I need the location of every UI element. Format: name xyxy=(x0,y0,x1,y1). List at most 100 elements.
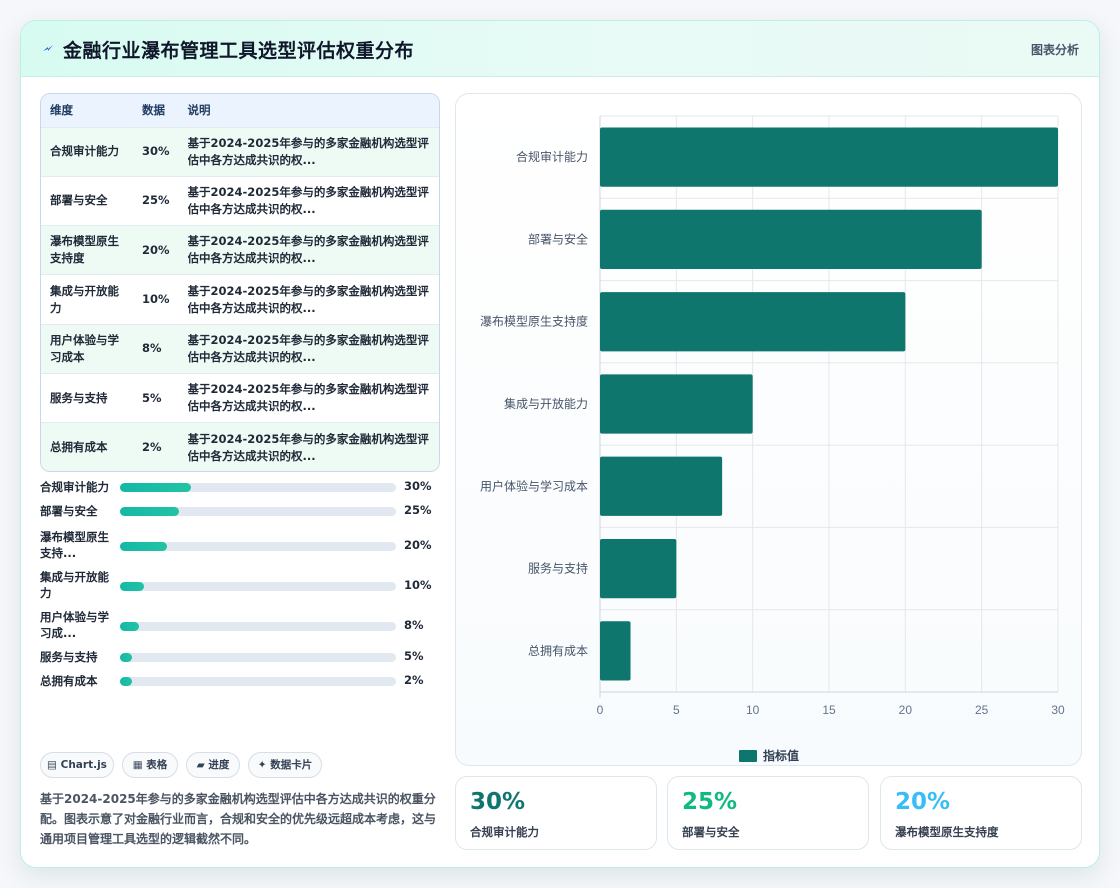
progress-fill xyxy=(120,507,179,516)
cell-dimension: 集成与开放能力 xyxy=(41,275,133,324)
progress-label: 用户体验与学习成... xyxy=(40,610,109,640)
table-row: 部署与安全 25% 基于2024-2025年参与的多家金融机构选型评估中各方达成共识… xyxy=(41,176,439,226)
bar[interactable] xyxy=(600,374,753,434)
cell-dimension-text: 部署与安全 xyxy=(50,193,108,208)
kpi-label: 部署与安全 xyxy=(682,825,740,839)
table-row: 集成与开放能力 10% 基于2024-2025年参与的多家金融机构选型评估中各方达成… xyxy=(41,274,439,325)
y-category-label: 用户体验与学习成本 xyxy=(480,478,588,493)
table-row: 瀑布模型原生支持度 20% 基于2024-2025年参与的多家金融机构选型评估中各方… xyxy=(41,225,439,275)
cell-value: 2% xyxy=(142,440,162,455)
cell-dimension-text: 集成与开放能力 xyxy=(50,283,119,315)
cell-dimension: 瀑布模型原生支持度 xyxy=(41,226,133,275)
cell-value: 5% xyxy=(142,390,162,405)
table-row: 用户体验与学习成本 8% 基于2024-2025年参与的多家金融机构选型评估中各方达… xyxy=(41,324,439,374)
progress-value: 20% xyxy=(404,538,432,552)
bar-chart-svg: 0 5 10 15 20 25 30 合规审计能力部署与安全瀑布模型原生支持度集成与开放能力用… xyxy=(480,115,1065,763)
y-category-label: 部署与安全 xyxy=(528,231,588,246)
y-category-label: 总拥有成本 xyxy=(528,644,588,658)
chartjs-pill[interactable]: ▤ Chart.js xyxy=(40,752,114,778)
progress-track xyxy=(120,507,396,516)
table-row: 总拥有成本 2% 基于2024-2025年参与的多家金融机构选型评估中各方达成共识的… xyxy=(41,422,439,471)
column-header-dimension: 维度 xyxy=(50,103,73,118)
cell-description-text: 基于2024-2025年参与的多家金融机构选型评估中各方达成共识的权... xyxy=(187,382,429,414)
main-card: 金融行业瀑布管理工具选型评估权重分布 图表分析 维度 数据 说明 合规审计能力 3… xyxy=(20,20,1100,868)
cell-dimension: 用户体验与学习成本 xyxy=(41,324,133,373)
progress-fill xyxy=(120,483,191,492)
lightning-icon xyxy=(43,45,53,51)
cell-value: 10% xyxy=(142,292,170,307)
progress-fill xyxy=(120,677,132,686)
progress-value: 10% xyxy=(404,578,432,592)
progress-label: 部署与安全 xyxy=(40,504,98,518)
progress-track xyxy=(120,677,396,686)
cell-description-text: 基于2024-2025年参与的多家金融机构选型评估中各方达成共识的权... xyxy=(187,234,429,266)
progress-track xyxy=(120,542,396,551)
cell-description: 基于2024-2025年参与的多家金融机构选型评估中各方达成共识的权... xyxy=(179,127,439,176)
data-table: 维度 数据 说明 合规审计能力 30% 基于2024-2025年参与的多家金融机构选… xyxy=(40,93,440,472)
column-header-description: 说明 xyxy=(187,103,211,118)
x-tick-label: 15 xyxy=(822,703,836,717)
progress-label: 服务与支持 xyxy=(40,650,98,664)
bar[interactable] xyxy=(600,209,982,270)
table-row: 服务与支持 5% 基于2024-2025年参与的多家金融机构选型评估中各方达成共识的… xyxy=(41,373,439,423)
cell-description-text: 基于2024-2025年参与的多家金融机构选型评估中各方达成共识的权... xyxy=(187,184,429,216)
bar[interactable] xyxy=(600,292,906,352)
progress-track xyxy=(120,483,396,492)
cell-description-text: 基于2024-2025年参与的多家金融机构选型评估中各方达成共识的权... xyxy=(187,283,429,315)
x-tick-label: 25 xyxy=(975,703,989,717)
cell-description: 基于2024-2025年参与的多家金融机构选型评估中各方达成共识的权... xyxy=(179,324,439,373)
cell-dimension-text: 合规审计能力 xyxy=(50,144,119,159)
cell-value: 8% xyxy=(142,341,162,356)
cell-dimension: 部署与安全 xyxy=(41,176,133,225)
kpi-value: 25% xyxy=(682,789,738,815)
progress-pill[interactable]: ▰ 进度 xyxy=(186,752,240,778)
column-header-value: 数据 xyxy=(142,103,165,118)
progress-fill xyxy=(120,542,167,551)
progress-value: 2% xyxy=(404,673,424,687)
chart-analysis-tag[interactable]: 图表分析 xyxy=(1030,43,1079,57)
cell-dimension-text: 用户体验与学习成本 xyxy=(50,332,119,364)
cell-dimension: 总拥有成本 xyxy=(41,423,133,471)
bar[interactable] xyxy=(600,538,677,599)
progress-value: 8% xyxy=(404,618,424,632)
progress-label: 总拥有成本 xyxy=(40,674,98,688)
cell-description-text: 基于2024-2025年参与的多家金融机构选型评估中各方达成共识的权... xyxy=(187,135,429,167)
page-title: 金融行业瀑布管理工具选型评估权重分布 xyxy=(63,40,415,62)
bar[interactable] xyxy=(600,621,631,681)
x-tick-label: 30 xyxy=(1051,703,1065,717)
cell-dimension-text: 总拥有成本 xyxy=(50,440,108,455)
legend-label[interactable]: 指标值 xyxy=(763,748,799,763)
table-pill[interactable]: ▦ 表格 xyxy=(122,752,178,778)
progress-fill xyxy=(120,582,144,591)
x-tick-label: 0 xyxy=(597,703,604,717)
progress-label: 合规审计能力 xyxy=(40,480,109,494)
progress-fill xyxy=(120,622,139,631)
cell-dimension: 服务与支持 xyxy=(41,373,133,422)
cell-description: 基于2024-2025年参与的多家金融机构选型评估中各方达成共识的权... xyxy=(179,275,439,324)
kpi-card: 30% 合规审计能力 xyxy=(455,776,657,850)
progress-fill xyxy=(120,653,132,662)
legend-swatch xyxy=(739,750,757,762)
cell-dimension: 合规审计能力 xyxy=(41,127,133,176)
cell-description-text: 基于2024-2025年参与的多家金融机构选型评估中各方达成共识的权... xyxy=(187,431,429,463)
cell-description-text: 基于2024-2025年参与的多家金融机构选型评估中各方达成共识的权... xyxy=(187,332,429,364)
cell-description: 基于2024-2025年参与的多家金融机构选型评估中各方达成共识的权... xyxy=(179,176,439,225)
progress-value: 5% xyxy=(404,649,424,663)
cell-description: 基于2024-2025年参与的多家金融机构选型评估中各方达成共识的权... xyxy=(179,226,439,275)
y-category-label: 集成与开放能力 xyxy=(504,396,588,411)
bar-chart: 0 5 10 15 20 25 30 合规审计能力 部署与安全 瀑布模型原生支持度 集成与开放能力用… xyxy=(455,93,1082,766)
table-header-row: 维度 数据 说明 xyxy=(41,94,439,127)
y-category-label: 合规审计能力 xyxy=(516,149,588,164)
bar[interactable] xyxy=(600,127,1058,187)
bar[interactable] xyxy=(600,456,723,516)
progress-value: 25% xyxy=(404,503,432,517)
x-tick-label: 5 xyxy=(673,703,680,717)
data-card-pill[interactable]: ✦ 数据卡片 xyxy=(248,752,322,778)
header: 金融行业瀑布管理工具选型评估权重分布 图表分析 xyxy=(21,21,1099,77)
progress-label: 集成与开放能力 xyxy=(40,570,109,600)
progress-track xyxy=(120,622,396,631)
progress-label: 瀑布模型原生支持... xyxy=(40,530,109,560)
kpi-card: 20% 瀑布模型原生支持度 xyxy=(880,776,1082,850)
cell-dimension-text: 瀑布模型原生支持度 xyxy=(50,234,119,266)
cell-value: 20% xyxy=(142,242,170,257)
